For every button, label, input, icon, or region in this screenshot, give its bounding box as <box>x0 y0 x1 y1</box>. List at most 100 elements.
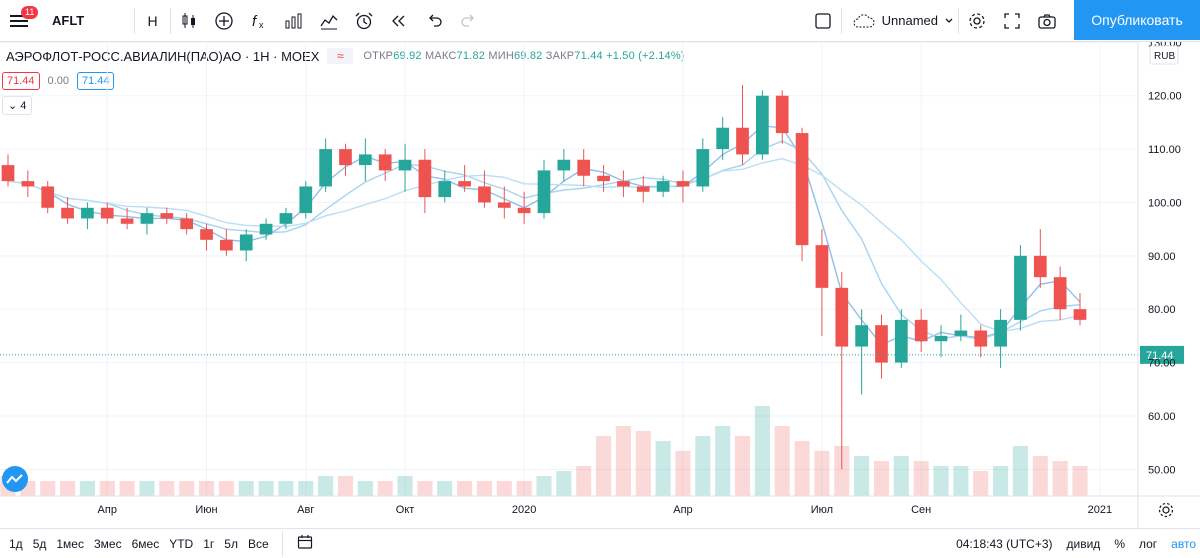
candle-body <box>21 181 35 187</box>
range-button[interactable]: 3мес <box>93 536 122 551</box>
volume-bar <box>377 481 393 496</box>
log-toggle[interactable]: лог <box>1138 537 1158 551</box>
candle-body <box>914 319 928 342</box>
volume-bar <box>933 466 949 496</box>
time-tick-label: 2020 <box>512 504 536 516</box>
alert-button[interactable] <box>346 0 381 42</box>
redo-button[interactable] <box>451 0 486 42</box>
undo-icon <box>428 14 442 27</box>
snapshot-button[interactable] <box>1029 0 1064 42</box>
candle-body <box>339 149 352 166</box>
volume-bar <box>913 461 929 496</box>
candle-body <box>120 218 134 224</box>
time-tick-label: Июн <box>195 504 217 516</box>
volume-bar <box>278 481 294 496</box>
candle-body <box>1053 277 1067 310</box>
publish-button[interactable]: Опубликовать <box>1074 0 1200 40</box>
indicators-toggle[interactable]: ⌄ 4 <box>2 96 33 115</box>
chart-type-button[interactable] <box>171 0 206 42</box>
tradingview-logo[interactable] <box>2 466 28 492</box>
candle-body <box>994 319 1007 347</box>
flag-button[interactable]: ≈ <box>327 48 354 64</box>
volume-bar <box>79 481 95 496</box>
price-tick-label: 100.00 <box>1148 197 1182 209</box>
volume-bar <box>397 476 413 496</box>
symbol-title: АЭРОФЛОТ-РОСС.АВИАЛИН(ПАО)АО · 1Н · MOEX <box>6 48 320 64</box>
gear-icon <box>968 12 985 29</box>
range-button[interactable]: 6мес <box>131 536 160 551</box>
candle-body <box>458 181 471 187</box>
range-button[interactable]: 1г <box>203 536 215 551</box>
candle-body <box>418 159 432 198</box>
undo-button[interactable] <box>416 0 451 42</box>
menu-button[interactable]: 11 <box>0 0 39 42</box>
percent-toggle[interactable]: % <box>1114 537 1125 551</box>
open-label: ОТКР <box>363 50 394 62</box>
range-button[interactable]: Все <box>247 536 269 551</box>
volume-bar <box>238 481 254 496</box>
plus-circle-icon <box>214 11 233 30</box>
volume-bar <box>675 451 691 496</box>
auto-scale-toggle[interactable]: авто <box>1171 537 1196 551</box>
settings-button[interactable] <box>959 0 994 42</box>
volume-bar <box>556 471 572 496</box>
chevron-down-icon: ⌄ <box>8 100 18 112</box>
candle-body <box>815 245 829 288</box>
volume-bar <box>873 461 890 496</box>
volume-bar <box>437 481 453 496</box>
clock-time[interactable]: 04:18:43 (UTC+3) <box>956 537 1053 551</box>
price-tick-label: 50.00 <box>1148 464 1176 476</box>
change-value: +1.50 (+2.14%) <box>606 50 685 62</box>
volume-bar <box>218 481 234 496</box>
fullscreen-icon <box>1003 12 1020 29</box>
volume-bar <box>457 481 473 496</box>
range-button[interactable]: 1д <box>9 536 23 551</box>
gear-icon <box>1162 506 1170 514</box>
compare-button[interactable] <box>206 0 241 42</box>
volume-bar <box>893 456 909 496</box>
candle-body <box>398 159 412 171</box>
range-button[interactable]: 5л <box>224 536 238 551</box>
candle-body <box>954 330 968 336</box>
range-button[interactable]: YTD <box>169 536 194 551</box>
templates-button[interactable] <box>311 0 346 42</box>
replay-button[interactable] <box>381 0 416 42</box>
candle-body <box>1 165 15 182</box>
financials-button[interactable] <box>276 0 311 42</box>
camera-icon <box>1037 13 1056 29</box>
chart-grid <box>0 42 1138 496</box>
candle-body <box>299 186 313 214</box>
candle-body <box>100 207 114 219</box>
low-label: МИН <box>488 50 514 62</box>
volume-bar <box>993 466 1009 496</box>
candle-body <box>259 223 273 235</box>
high-label: МАКС <box>425 50 457 62</box>
fullscreen-button[interactable] <box>994 0 1029 42</box>
axis-settings-icon[interactable] <box>1158 502 1174 518</box>
square-icon <box>815 12 831 29</box>
candle-body <box>279 213 293 224</box>
price-axis[interactable]: 130.00120.00110.00100.0090.0080.0070.006… <box>1137 42 1182 528</box>
time-tick-label: Авг <box>297 504 314 516</box>
interval-button[interactable]: H <box>147 12 158 29</box>
candle-body <box>200 229 213 240</box>
range-button[interactable]: 5д <box>32 536 47 551</box>
moving-average-line <box>7 125 1081 346</box>
price-chart[interactable]: 71.44 130.00120.00110.00100.0090.0080.00… <box>0 42 1200 528</box>
candle-body <box>81 207 94 219</box>
layout-menu-button[interactable]: Unnamed <box>842 0 958 42</box>
date-range-button[interactable] <box>283 534 327 553</box>
volume-bar <box>1052 461 1068 496</box>
volume-bar <box>179 481 195 496</box>
select-layout-button[interactable] <box>806 0 841 42</box>
range-button[interactable]: 1мес <box>56 536 84 551</box>
sell-price[interactable]: 71.44 <box>2 72 40 90</box>
buy-price[interactable]: 71.44 <box>76 72 115 90</box>
redo-icon <box>460 14 474 27</box>
currency-label: RUB <box>1154 51 1175 62</box>
time-axis[interactable]: АпрИюнАвгОкт2020АпрИюлСен2021АпрИюн9 <box>0 495 1200 518</box>
symbol-search-button[interactable]: AFLT <box>52 13 85 28</box>
dividends-toggle[interactable]: дивид <box>1066 537 1101 551</box>
